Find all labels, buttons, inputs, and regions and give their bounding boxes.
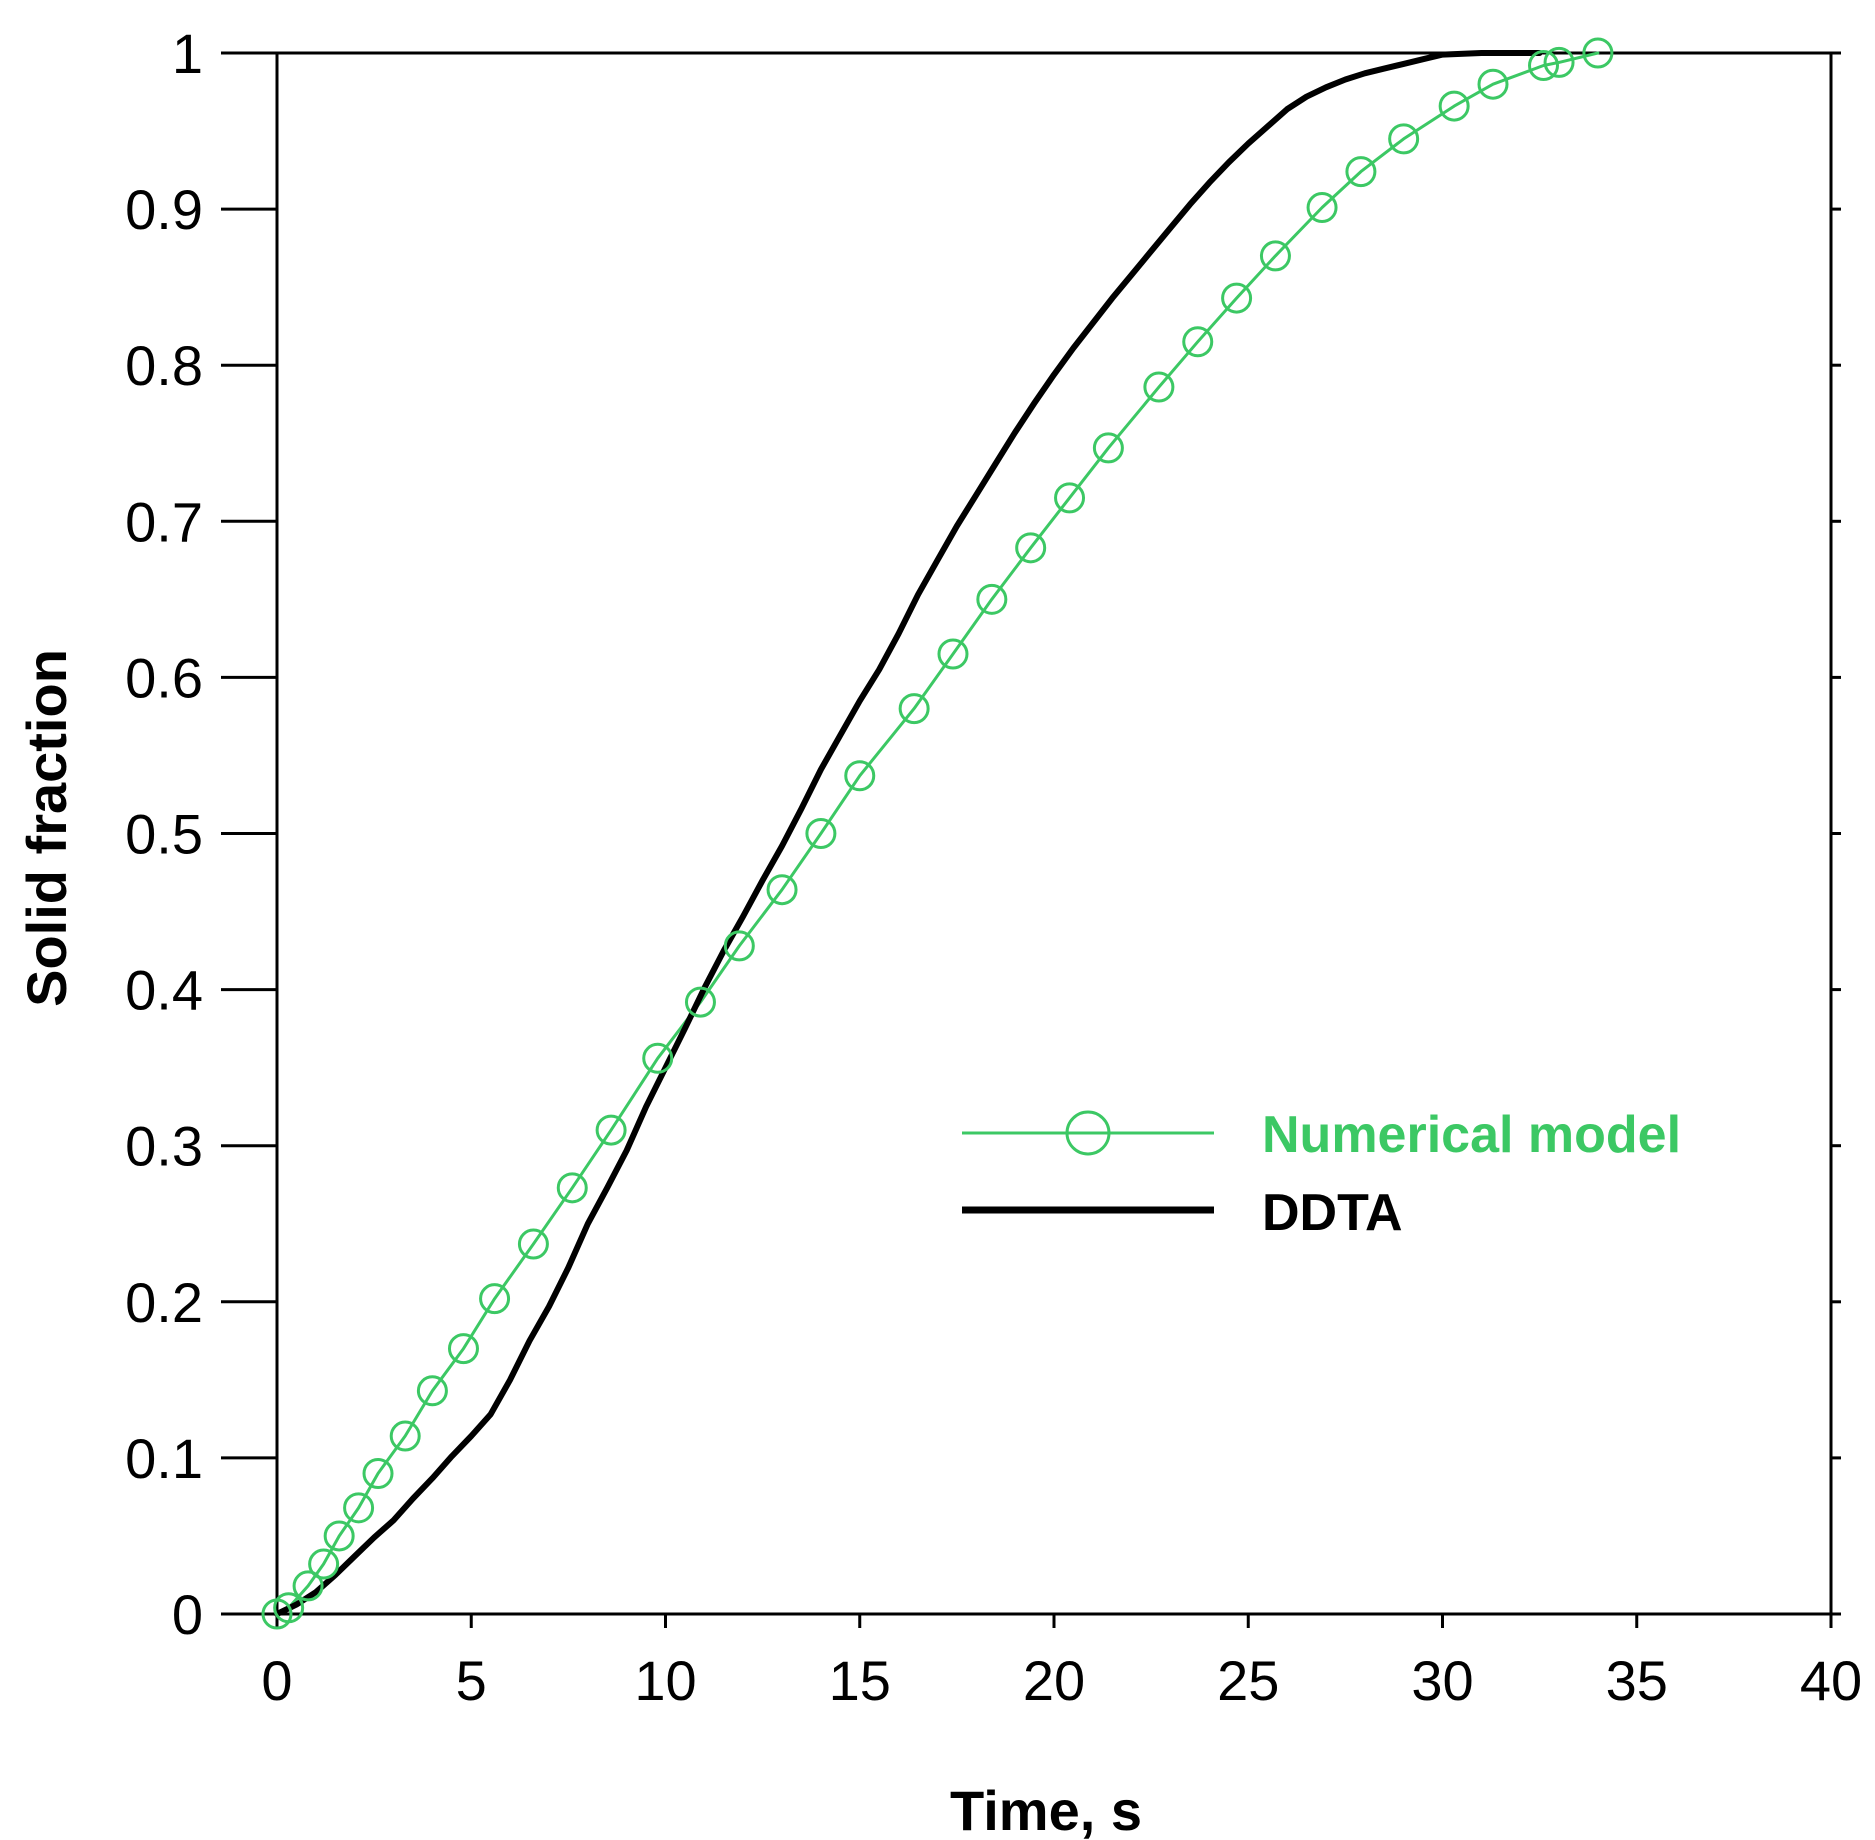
y-tick-label: 0.9 xyxy=(125,178,203,241)
x-axis-title: Time, s xyxy=(950,1779,1142,1840)
x-tick-label: 10 xyxy=(634,1649,696,1712)
y-tick-label: 0.8 xyxy=(125,334,203,397)
numerical-model-point xyxy=(362,1458,394,1490)
numerical-model-point xyxy=(479,1283,511,1315)
numerical-model-point xyxy=(1092,432,1124,464)
y-tick-label: 0.3 xyxy=(125,1115,203,1178)
numerical-model-point xyxy=(805,818,837,849)
x-tick-label: 0 xyxy=(261,1649,292,1712)
plot-series xyxy=(261,37,1614,1630)
numerical-model-point xyxy=(642,1042,674,1074)
numerical-model-point xyxy=(556,1172,588,1204)
numerical-model-point xyxy=(273,1592,305,1624)
x-tick-label: 25 xyxy=(1217,1649,1279,1712)
x-tick-label: 5 xyxy=(456,1649,487,1712)
x-tick-label: 35 xyxy=(1606,1649,1668,1712)
numerical-model-point xyxy=(1143,371,1175,403)
numerical-model-point xyxy=(937,638,969,670)
y-tick-label: 0.1 xyxy=(125,1427,203,1490)
y-tick-label: 1 xyxy=(172,22,203,85)
numerical-model-point xyxy=(898,693,930,725)
numerical-model-point xyxy=(343,1492,375,1524)
numerical-model-point xyxy=(1054,482,1086,514)
series-ddta-line xyxy=(274,50,1543,1617)
numerical-model-point xyxy=(517,1228,549,1260)
numerical-model-point xyxy=(684,986,716,1018)
numerical-model-point xyxy=(844,760,876,792)
axes: 0 5 10 15 20 25 30 35 40 0 0.1 0.2 0.3 0.4 0.5 0.6 0.7 0.… xyxy=(125,22,1862,1712)
numerical-model-point xyxy=(1528,49,1560,81)
y-tick-label: 0 xyxy=(172,1583,203,1646)
numerical-model-point xyxy=(766,874,798,906)
numerical-model-point xyxy=(308,1548,340,1580)
series-numerical-model-line xyxy=(275,51,1600,1616)
numerical-model-point xyxy=(1438,90,1470,122)
numerical-model-point xyxy=(1015,532,1047,564)
numerical-model-point xyxy=(389,1420,421,1452)
numerical-model-point xyxy=(1345,156,1377,188)
numerical-model-point xyxy=(1582,37,1614,69)
numerical-model-point xyxy=(447,1333,479,1365)
numerical-model-point xyxy=(416,1375,448,1407)
x-tick-label: 15 xyxy=(829,1649,891,1712)
numerical-model-point xyxy=(1182,326,1214,358)
legend-numerical-model-label: Numerical model xyxy=(1262,1106,1681,1164)
y-tick-label: 0.2 xyxy=(125,1271,203,1334)
numerical-model-point xyxy=(1259,240,1291,272)
numerical-model-point xyxy=(595,1114,627,1146)
y-tick-label: 0.7 xyxy=(125,490,203,553)
x-tick-label: 30 xyxy=(1411,1649,1473,1712)
numerical-model-point xyxy=(723,930,755,962)
legend: Numerical model DDTA xyxy=(962,1106,1681,1242)
numerical-model-point xyxy=(1543,46,1575,78)
y-tick-label: 0.5 xyxy=(125,803,203,866)
y-tick-label: 0.6 xyxy=(125,646,203,709)
x-tick-label: 40 xyxy=(1800,1649,1862,1712)
numerical-model-point xyxy=(976,583,1008,615)
y-axis-title: Solid fraction xyxy=(15,649,78,1007)
legend-numerical-model-marker xyxy=(1065,1110,1111,1156)
x-tick-label: 20 xyxy=(1023,1649,1085,1712)
numerical-model-point xyxy=(323,1520,355,1552)
numerical-model-point xyxy=(1306,192,1338,224)
numerical-model-point xyxy=(292,1570,324,1602)
numerical-model-point xyxy=(1221,282,1253,314)
numerical-model-point xyxy=(1388,123,1420,155)
y-tick-label: 0.4 xyxy=(125,959,203,1022)
legend-ddta-label: DDTA xyxy=(1262,1184,1403,1242)
numerical-model-point xyxy=(1477,68,1509,100)
